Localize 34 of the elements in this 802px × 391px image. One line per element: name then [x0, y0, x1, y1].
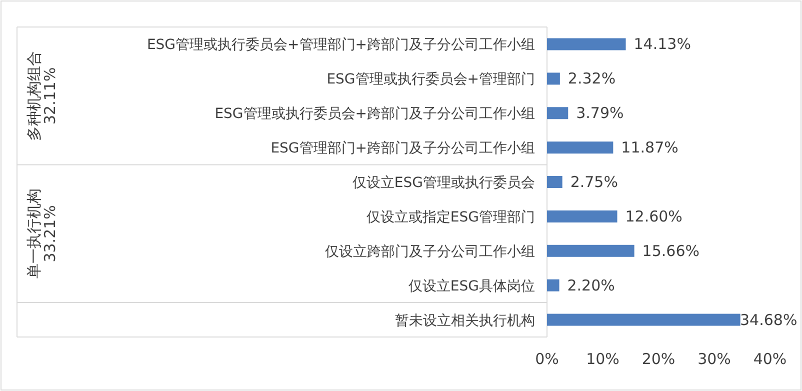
bar	[547, 244, 634, 257]
data-label: 2.75%	[570, 173, 618, 191]
data-label: 2.32%	[568, 70, 616, 88]
y-tick-label: ESG管理或执行委员会+管理部门	[326, 72, 535, 88]
bar	[547, 210, 618, 222]
data-label: 15.66%	[642, 242, 700, 260]
data-label: 14.13%	[634, 35, 691, 54]
bar	[547, 72, 560, 85]
bar	[547, 142, 614, 154]
bar	[547, 314, 740, 326]
text: 单一执行机构 33.21%	[25, 188, 60, 279]
y-tick-label: 仅设立或指定ESG管理部门	[366, 209, 535, 226]
text: 多种机构组合 32.11%	[25, 50, 60, 141]
y-tick-label: 仅设立ESG具体岗位	[408, 278, 535, 294]
y-tick-label: ESG管理或执行委员会+跨部门及子分公司工作小组	[214, 106, 535, 122]
x-tick-label: 20%	[642, 350, 676, 368]
bar	[547, 107, 568, 120]
data-label: 34.68%	[740, 310, 798, 329]
data-label: 3.79%	[576, 104, 624, 122]
data-label: 11.87%	[621, 138, 678, 157]
y-tick-label: 仅设立跨部门及子分公司工作小组	[325, 244, 535, 260]
data-label: 2.20%	[567, 276, 615, 294]
y-tick-label: ESG管理或执行委员会+管理部门+跨部门及子分公司工作小组	[146, 37, 535, 54]
x-tick-label: 40%	[753, 350, 787, 368]
y-tick-label: 暂未设立相关执行机构	[395, 312, 535, 329]
y-tick-label: 仅设立ESG管理或执行委员会	[352, 175, 535, 191]
x-tick-label: 0%	[535, 350, 559, 368]
x-tick-label: 10%	[586, 350, 620, 368]
data-label: 12.60%	[625, 207, 682, 226]
x-tick-label: 30%	[698, 350, 731, 368]
bar	[547, 176, 562, 188]
bar	[547, 38, 626, 50]
y-tick-label: ESG管理部门+跨部门及子分公司工作小组	[270, 140, 535, 157]
bar	[547, 279, 560, 292]
